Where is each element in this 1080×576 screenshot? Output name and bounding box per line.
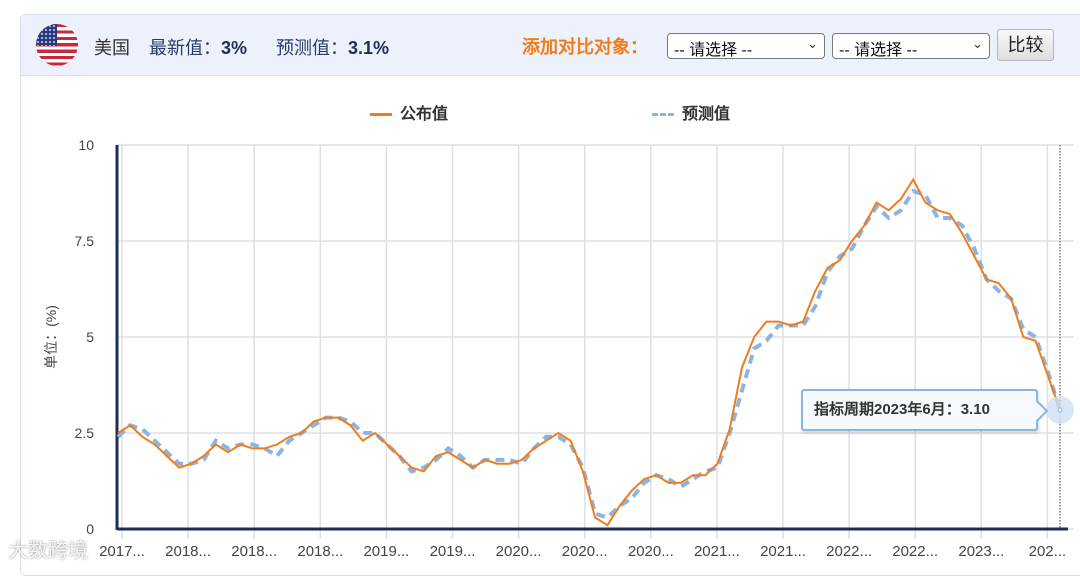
forecast-value-label: 预测值： (276, 38, 348, 58)
y-tick-label: 2.5 (75, 425, 95, 441)
x-tick-label: 2023... (958, 543, 1004, 560)
x-tick-label: 2022... (892, 543, 938, 560)
x-tick-label: 2017... (99, 543, 145, 560)
y-tick-label: 0 (86, 521, 94, 537)
y-axis-title: 单位：(%) (43, 305, 59, 369)
x-tick-label: 2021... (694, 543, 740, 560)
latest-value-number: 3% (221, 38, 248, 58)
compare-select-1-value: -- 请选择 -- (674, 42, 753, 59)
country-name: 美国 (94, 38, 130, 58)
legend-item-published[interactable]: 公布值 (370, 100, 448, 124)
dashed-line-swatch-icon (652, 113, 674, 117)
chart-tooltip: 指标周期2023年6月：3.10 (801, 389, 1038, 431)
x-tick-label: 2021... (760, 543, 806, 560)
chart-panel (20, 14, 1080, 576)
compare-select-2[interactable]: -- 请选择 -- ⌄ (832, 33, 990, 59)
published-series-line (117, 177, 1061, 527)
compare-select-1[interactable]: -- 请选择 -- ⌄ (667, 33, 825, 59)
compare-select-2-value: -- 请选择 -- (839, 42, 918, 59)
x-tick-label: 2018... (165, 543, 211, 560)
x-tick-label: 2020... (628, 543, 674, 560)
y-tick-label: 10 (78, 137, 94, 153)
forecast-series-line (116, 188, 1062, 520)
x-tick-label: 2019... (430, 543, 476, 560)
x-tick-label: 2018... (297, 543, 343, 560)
y-tick-label: 7.5 (75, 233, 95, 249)
legend-item-forecast[interactable]: 预测值 (652, 100, 730, 124)
x-tick-label: 2018... (231, 543, 277, 560)
latest-value-label: 最新值： (149, 38, 221, 58)
x-tick-label: 2019... (363, 543, 409, 560)
watermark: 大数跨境 (8, 540, 88, 562)
chevron-down-icon: ⌄ (807, 36, 818, 51)
x-tick-label: 2020... (562, 543, 608, 560)
legend-label: 公布值 (400, 106, 449, 123)
legend-label: 预测值 (682, 106, 731, 123)
chevron-down-icon: ⌄ (972, 36, 983, 51)
forecast-value: 预测值：3.1% (276, 34, 389, 60)
us-flag-icon (36, 24, 78, 66)
x-tick-label: 2022... (826, 543, 872, 560)
x-tick-label: 2020... (496, 543, 542, 560)
x-tick-label: 202... (1029, 543, 1067, 560)
solid-line-swatch-icon (370, 113, 392, 117)
forecast-value-number: 3.1% (348, 38, 390, 58)
y-tick-label: 5 (86, 329, 94, 345)
latest-value: 最新值：3% (149, 34, 247, 60)
add-compare-label: 添加对比对象： (522, 37, 648, 57)
compare-button[interactable]: 比较 (997, 29, 1054, 61)
